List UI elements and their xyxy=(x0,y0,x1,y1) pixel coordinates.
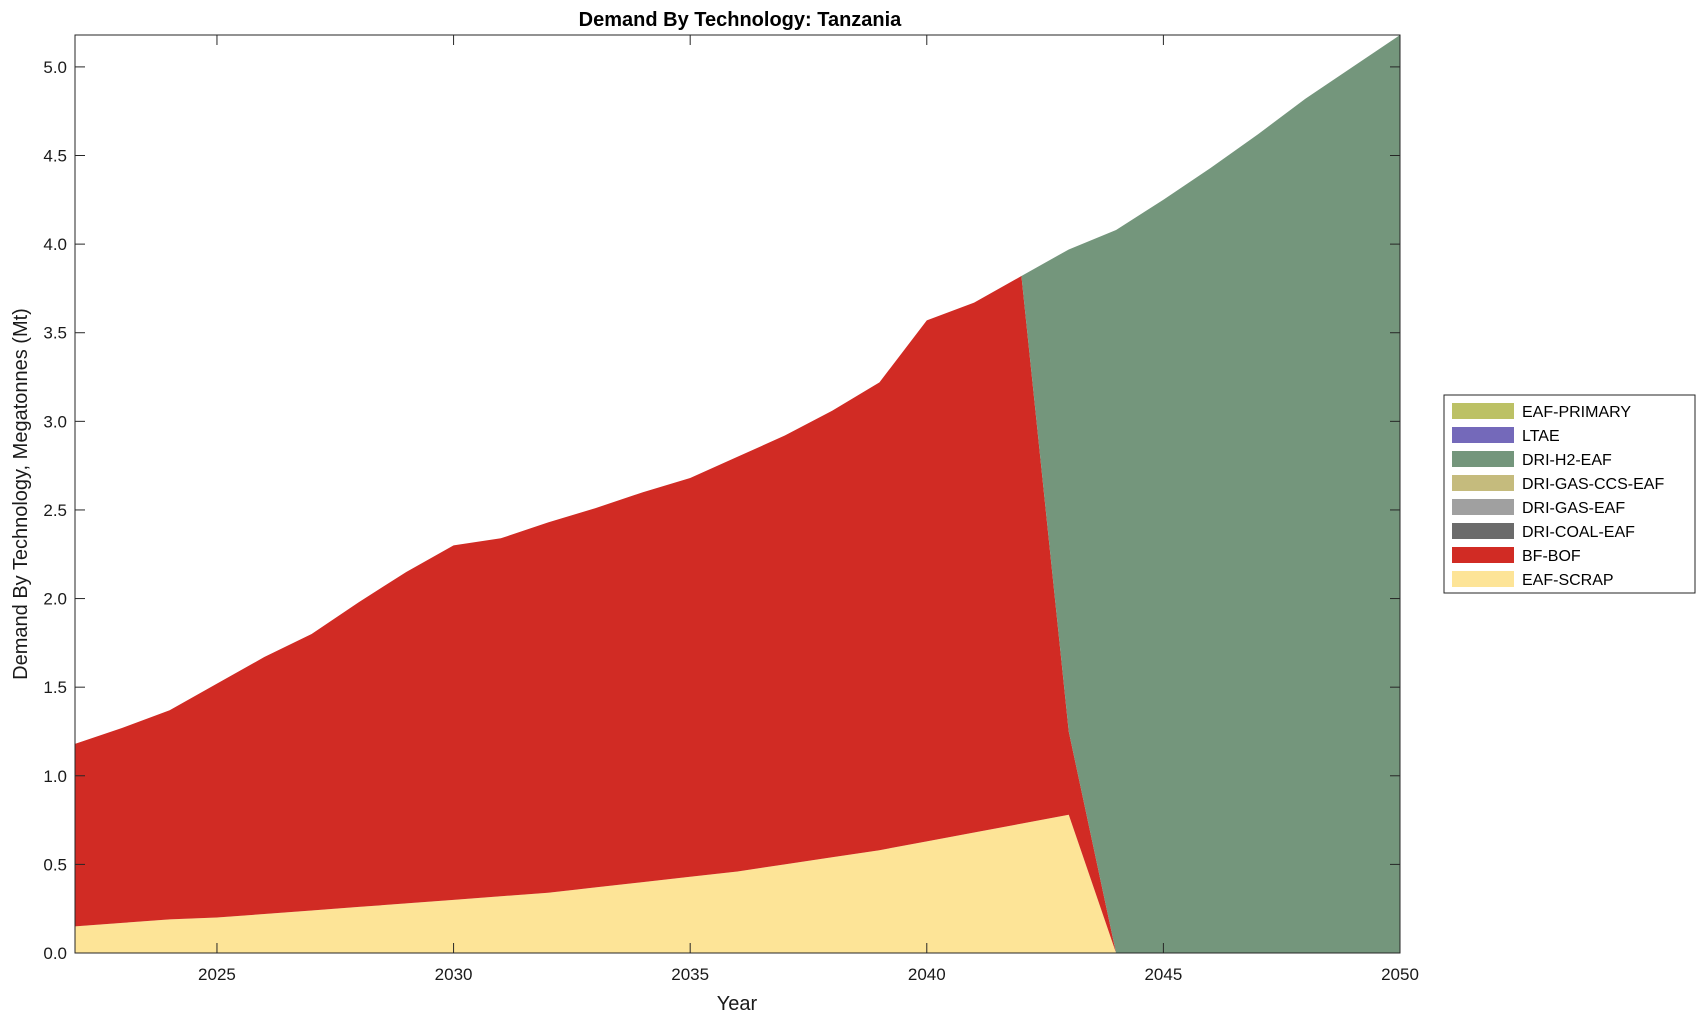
legend-swatch xyxy=(1452,523,1514,539)
x-axis-label: Year xyxy=(717,993,758,1015)
legend-swatch xyxy=(1452,451,1514,467)
x-tick-label: 2035 xyxy=(671,965,709,984)
x-tick-label: 2040 xyxy=(908,965,946,984)
area-eaf-scrap xyxy=(75,814,1400,953)
x-tick-label: 2025 xyxy=(198,965,236,984)
y-tick-label: 1.0 xyxy=(43,767,67,786)
legend-item-dri-coal-eaf: DRI-COAL-EAF xyxy=(1452,523,1635,541)
legend: EAF-PRIMARY LTAE DRI-H2-EAF DRI-GAS-CCS-EAF… xyxy=(1443,394,1696,594)
legend-label: DRI-H2-EAF xyxy=(1522,452,1612,469)
plot-frame xyxy=(74,34,1401,954)
y-tick-label: 0.0 xyxy=(43,944,67,963)
legend-label: EAF-SCRAP xyxy=(1522,572,1614,589)
y-tick-label: 1.5 xyxy=(43,678,67,697)
y-tick-label: 2.5 xyxy=(43,501,67,520)
y-tick-label: 4.5 xyxy=(43,147,67,166)
legend-label: DRI-GAS-CCS-EAF xyxy=(1522,476,1664,493)
legend-label: BF-BOF xyxy=(1522,548,1581,565)
legend-label: LTAE xyxy=(1522,428,1560,445)
y-tick-label: 3.0 xyxy=(43,412,67,431)
x-tick-label: 2030 xyxy=(435,965,473,984)
y-axis-ticks: 0.0 0.5 1.0 1.5 2.0 2.5 3.0 3.5 4.0 4.5 5.0 xyxy=(43,58,1400,963)
legend-swatch xyxy=(1452,427,1514,443)
legend-label: EAF-PRIMARY xyxy=(1522,404,1631,421)
y-tick-label: 5.0 xyxy=(43,58,67,77)
area-bf-bof xyxy=(75,276,1400,953)
legend-label: DRI-COAL-EAF xyxy=(1522,524,1635,541)
area-series-group xyxy=(75,35,1400,953)
y-tick-label: 2.0 xyxy=(43,590,67,609)
legend-items: EAF-PRIMARY LTAE DRI-H2-EAF DRI-GAS-CCS-EAF… xyxy=(1452,403,1664,589)
chart-title: Demand By Technology: Tanzania xyxy=(579,9,903,31)
legend-item-eaf-scrap: EAF-SCRAP xyxy=(1452,571,1614,589)
area-dri-h2-eaf xyxy=(75,35,1400,953)
legend-item-dri-gas-ccs-eaf: DRI-GAS-CCS-EAF xyxy=(1452,475,1664,493)
legend-swatch xyxy=(1452,475,1514,491)
legend-swatch xyxy=(1452,547,1514,563)
legend-item-eaf-primary: EAF-PRIMARY xyxy=(1452,403,1631,421)
x-tick-label: 2045 xyxy=(1144,965,1182,984)
legend-swatch xyxy=(1452,403,1514,419)
legend-item-ltae: LTAE xyxy=(1452,427,1560,445)
legend-item-dri-gas-eaf: DRI-GAS-EAF xyxy=(1452,499,1625,517)
y-tick-label: 0.5 xyxy=(43,855,67,874)
y-axis-label: Demand By Technology, Megatonnes (Mt) xyxy=(10,308,32,680)
legend-label: DRI-GAS-EAF xyxy=(1522,500,1625,517)
legend-item-dri-h2-eaf: DRI-H2-EAF xyxy=(1452,451,1612,469)
y-tick-label: 3.5 xyxy=(43,324,67,343)
x-axis-ticks: 2025 2030 2035 2040 2045 2050 xyxy=(198,35,1419,984)
legend-swatch xyxy=(1452,571,1514,587)
legend-item-bf-bof: BF-BOF xyxy=(1452,547,1581,565)
x-tick-label: 2050 xyxy=(1381,965,1419,984)
y-tick-label: 4.0 xyxy=(43,235,67,254)
legend-swatch xyxy=(1452,499,1514,515)
